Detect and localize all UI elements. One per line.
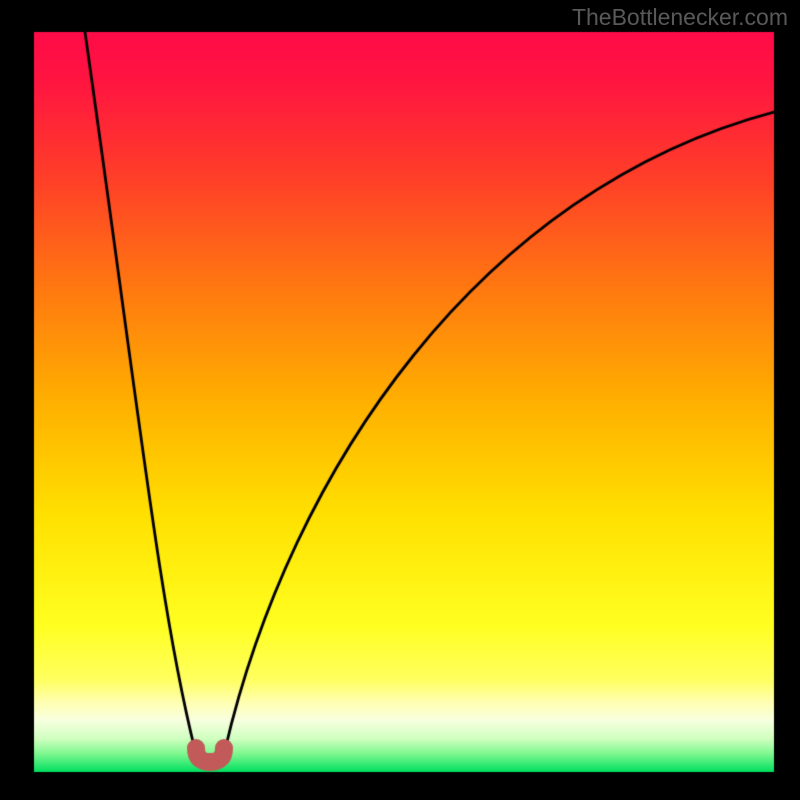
chart-frame: TheBottlenecker.com [0,0,800,800]
watermark-text: TheBottlenecker.com [572,4,788,31]
bottleneck-chart-canvas [0,0,800,800]
